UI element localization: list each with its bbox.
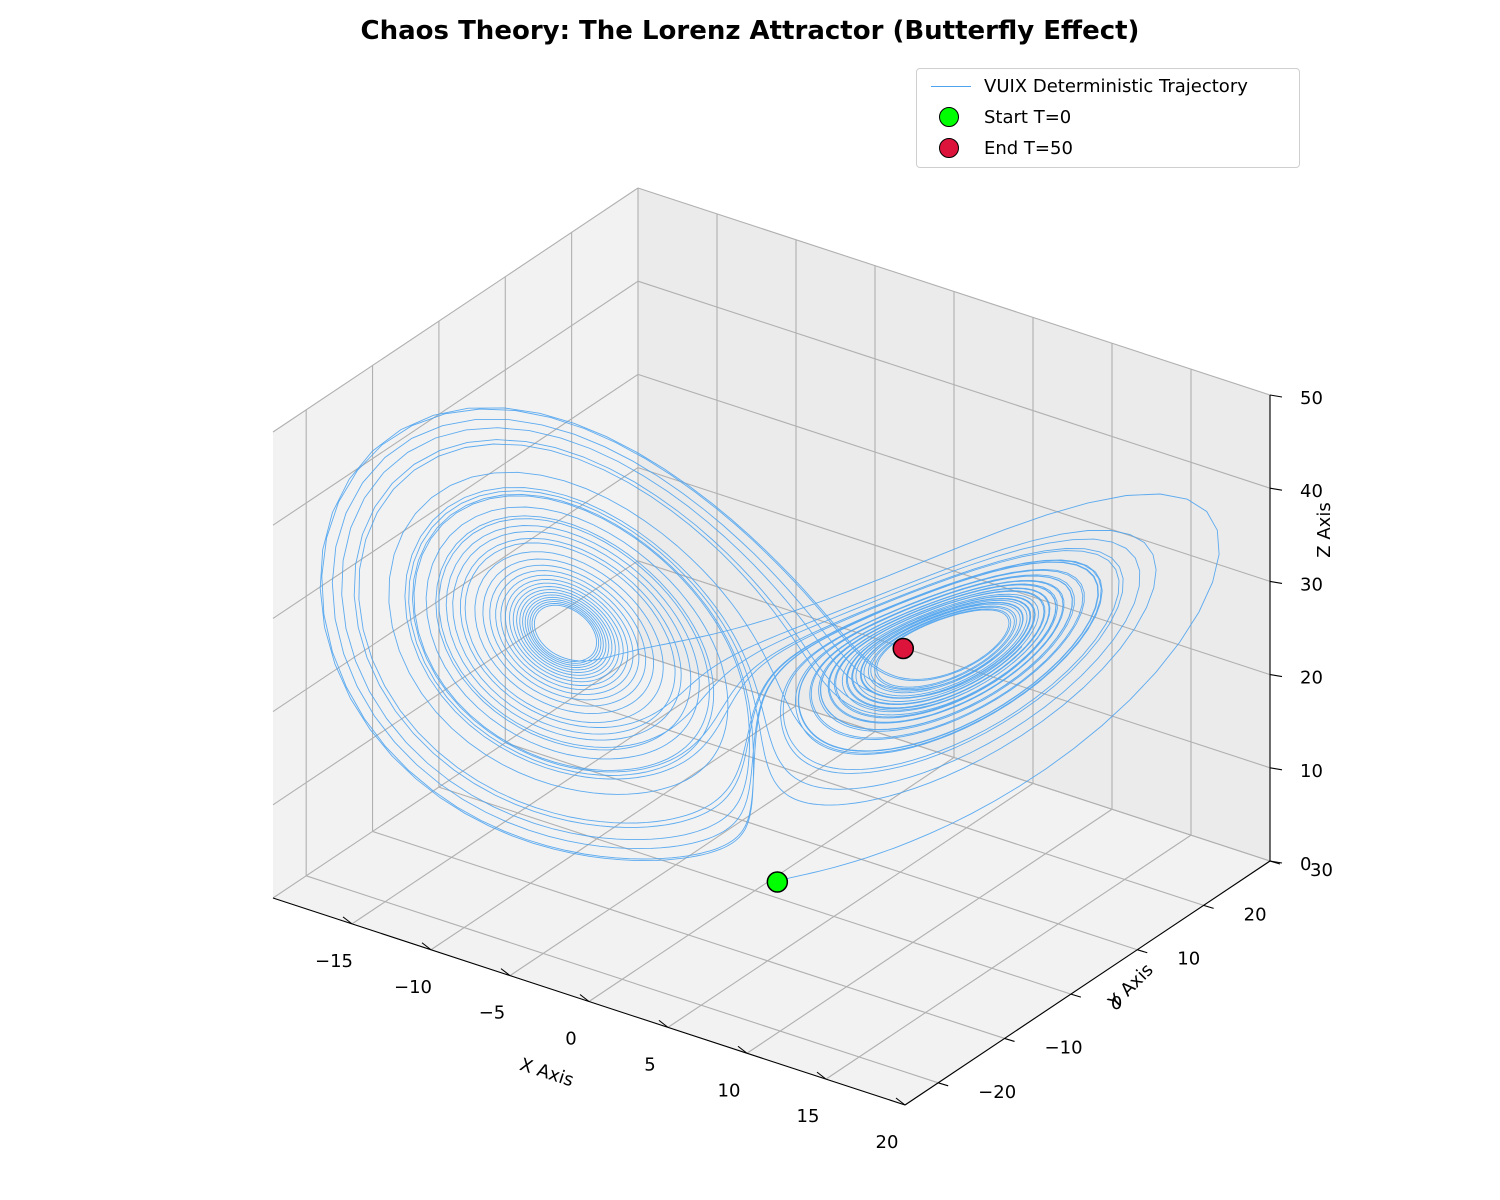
z-tick-mark xyxy=(1269,394,1283,398)
grid-line-y-floor xyxy=(306,875,939,1084)
x-tick-mark xyxy=(658,1019,669,1028)
trajectory-layer xyxy=(319,407,1220,883)
grid-line-x-floor xyxy=(351,679,718,925)
x-tick-mark xyxy=(342,916,353,925)
z-tick-mark xyxy=(1269,487,1283,491)
x-tick-mark xyxy=(421,942,432,951)
legend-end-marker xyxy=(939,138,959,158)
grid-line-z-left xyxy=(272,280,639,526)
trajectory-line xyxy=(319,407,1220,883)
end-point-marker xyxy=(892,637,915,660)
y-axis-line xyxy=(904,860,1271,1106)
grid-lines xyxy=(272,187,1271,1106)
x-tick-label: −15 xyxy=(315,951,353,972)
grid-line-y-floor xyxy=(372,830,1005,1039)
legend-label-start: Start T=0 xyxy=(984,106,1072,128)
x-tick-mark xyxy=(895,1097,906,1106)
grid-line-z-back xyxy=(637,560,1271,769)
grid-line-x-floor xyxy=(430,705,797,951)
y-tick-label: −20 xyxy=(978,1082,1016,1103)
x-tick-label: 0 xyxy=(565,1029,576,1050)
x-tick-mark xyxy=(579,994,590,1002)
x-tick-label: −10 xyxy=(394,977,432,998)
grid-line-x-floor xyxy=(509,731,876,977)
start-point-marker xyxy=(766,871,789,893)
y-tick-label: 30 xyxy=(1310,860,1333,881)
markers xyxy=(766,637,915,893)
legend-label-trajectory: VUIX Deterministic Trajectory xyxy=(984,75,1248,97)
z-axis-label: Z Axis xyxy=(1314,502,1335,557)
legend: VUIX Deterministic Trajectory Start T=0 … xyxy=(916,68,1300,168)
y-tick-label: 0 xyxy=(1111,993,1122,1014)
y-tick-label: 10 xyxy=(1177,949,1200,970)
y-tick-mark xyxy=(938,1082,949,1087)
z-tick-mark xyxy=(1269,767,1283,771)
z-tick-mark xyxy=(1269,860,1283,864)
z-tick-label: 0 xyxy=(1300,854,1311,875)
grid-line-z-left xyxy=(272,373,639,619)
grid-line-z-left xyxy=(272,467,639,713)
grid-line-x-floor xyxy=(667,782,1034,1028)
legend-trajectory-swatch xyxy=(931,86,971,87)
grid-line-z-back xyxy=(637,280,1271,489)
tick-marks xyxy=(342,394,1283,1106)
x-tick-label: 15 xyxy=(797,1106,820,1127)
x-tick-mark xyxy=(816,1071,827,1080)
y-tick-label: −10 xyxy=(1045,1037,1083,1058)
z-tick-label: 50 xyxy=(1300,388,1323,409)
axis-panes xyxy=(273,188,1270,1105)
y-tick-mark xyxy=(1070,993,1082,998)
x-tick-label: 5 xyxy=(644,1054,655,1075)
z-tick-mark xyxy=(1269,580,1283,584)
z-tick-label: 40 xyxy=(1300,481,1323,502)
grid-line-z-left xyxy=(272,653,639,899)
chart-title: Chaos Theory: The Lorenz Attractor (Butt… xyxy=(360,16,1140,46)
x-tick-label: 20 xyxy=(876,1132,899,1153)
y-tick-mark xyxy=(1004,1037,1015,1042)
y-tick-mark xyxy=(1203,904,1214,909)
grid-line-z-back xyxy=(637,373,1271,582)
z-tick-label: 10 xyxy=(1300,761,1323,782)
z-tick-mark xyxy=(1269,674,1283,678)
legend-start-marker xyxy=(939,107,959,127)
grid-line-x-floor xyxy=(746,808,1113,1054)
legend-label-end: End T=50 xyxy=(984,137,1073,159)
x-tick-label: −5 xyxy=(479,1003,506,1024)
grid-line-y-floor xyxy=(571,697,1204,906)
x-tick-mark xyxy=(737,1045,748,1054)
z-tick-label: 30 xyxy=(1300,574,1323,595)
grid-line-z-back xyxy=(637,187,1271,396)
grid-line-y-floor xyxy=(505,742,1138,951)
grid-line-z-left xyxy=(272,187,639,433)
z-tick-label: 20 xyxy=(1300,668,1323,689)
x-tick-mark xyxy=(500,968,511,977)
y-tick-mark xyxy=(1137,949,1148,954)
y-tick-label: 20 xyxy=(1244,904,1267,925)
x-axis-label: X Axis xyxy=(517,1054,576,1091)
grid-line-x-floor xyxy=(825,834,1192,1080)
x-tick-label: 10 xyxy=(718,1080,741,1101)
grid-line-y-floor xyxy=(438,786,1072,995)
